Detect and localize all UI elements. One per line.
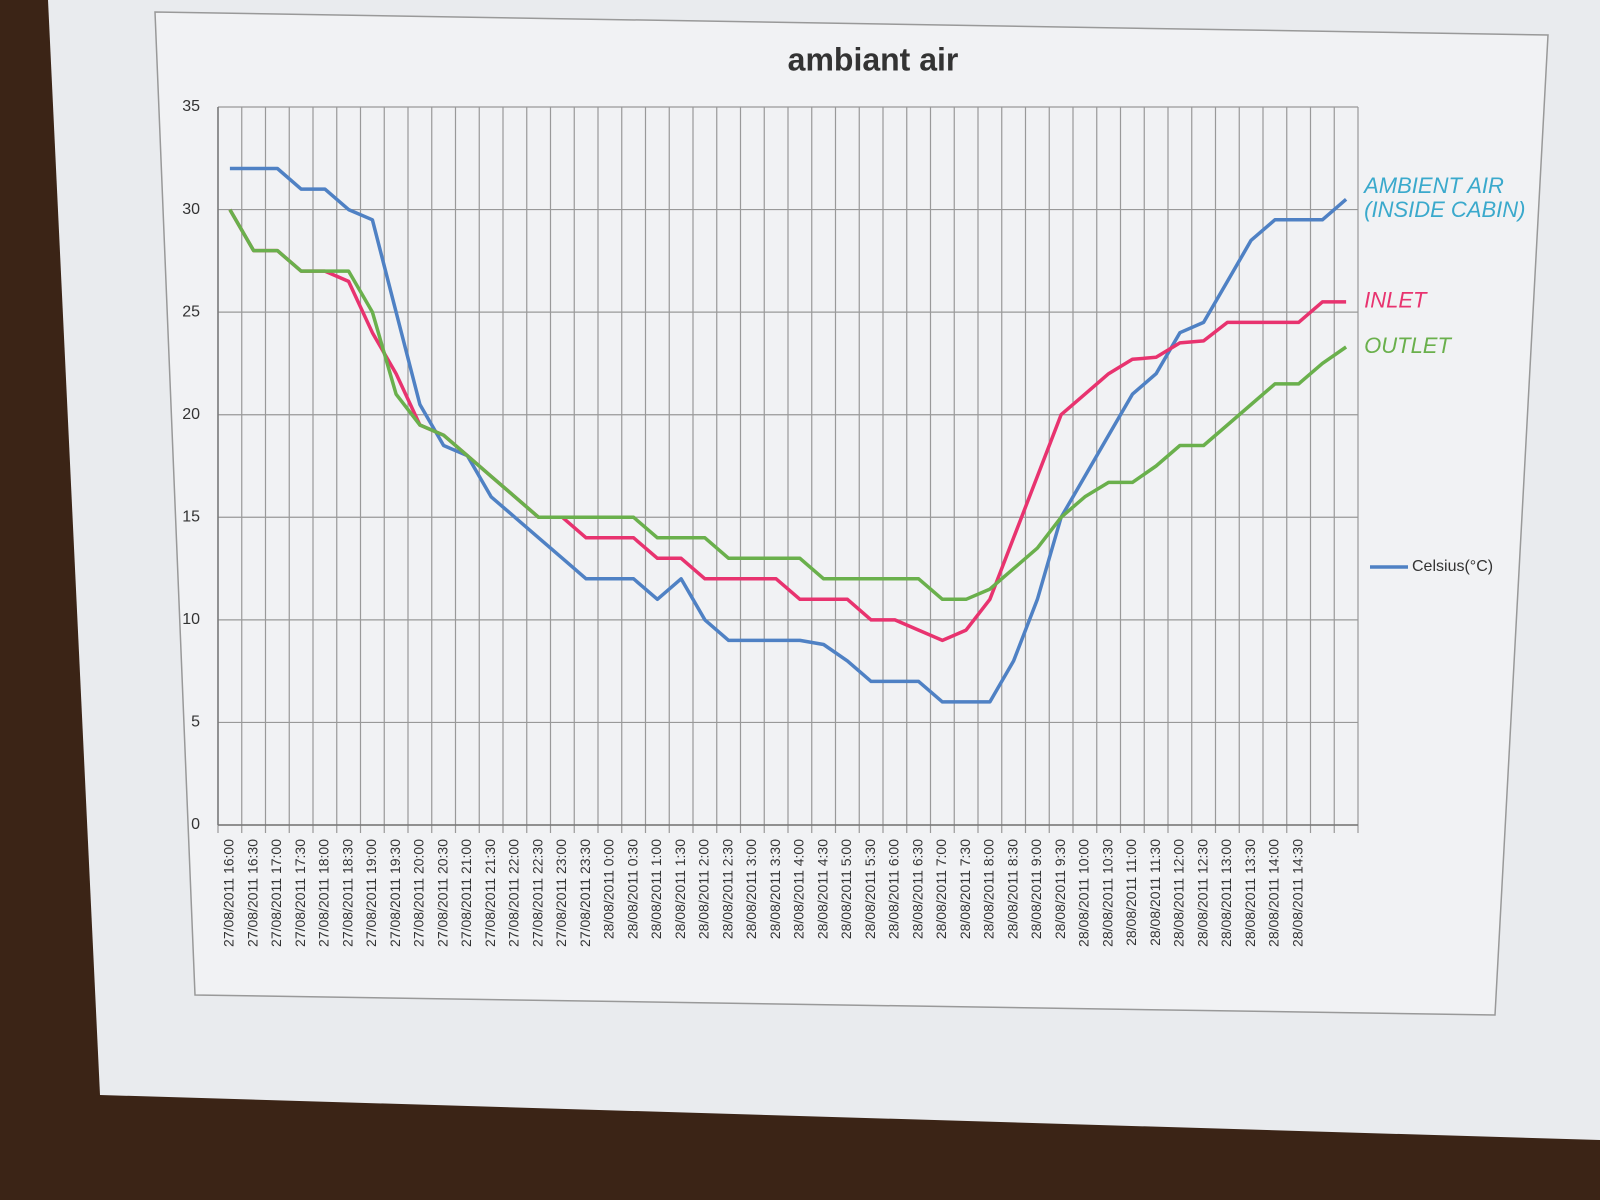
end-label: (INSIDE CABIN) [1364,197,1525,222]
x-tick-label: 28/08/2011 5:30 [862,839,878,939]
x-tick-label: 27/08/2011 16:30 [244,839,260,947]
x-tick-label: 28/08/2011 11:30 [1147,839,1163,946]
plot [228,166,1348,704]
x-tick-label: 27/08/2011 17:00 [268,839,284,947]
x-tick-label: 28/08/2011 3:30 [767,839,783,939]
x-tick-label: 28/08/2011 1:30 [672,839,688,939]
x-tick-label: 28/08/2011 14:00 [1266,839,1282,947]
x-tick-label: 28/08/2011 4:30 [814,839,830,939]
y-tick-label: 20 [182,406,200,423]
y-tick-label: 15 [182,509,200,526]
y-tick-label: 10 [182,611,200,628]
legend-label: Celsius(°C) [1412,558,1493,575]
x-tick-label: 28/08/2011 13:30 [1242,839,1258,947]
x-tick-label: 28/08/2011 2:30 [719,839,735,939]
x-tick-label: 28/08/2011 5:00 [838,839,854,939]
x-tick-label: 27/08/2011 18:00 [316,839,332,947]
end-label: OUTLET [1364,333,1452,358]
x-tick-label: 27/08/2011 21:00 [458,839,474,947]
x-tick-label: 28/08/2011 8:30 [1004,839,1020,939]
data-line [229,166,1348,704]
x-tick-label: 27/08/2011 20:00 [411,839,427,947]
data-line [228,208,1347,643]
x-tick-label: 28/08/2011 0:30 [624,839,640,939]
x-tick-label: 28/08/2011 4:00 [791,839,807,939]
x-tick-label: 28/08/2011 7:00 [933,839,949,939]
grid [217,106,1359,833]
x-tick-label: 27/08/2011 23:00 [553,839,569,947]
y-tick-label: 35 [182,98,200,115]
x-tick-label: 27/08/2011 21:30 [482,839,498,947]
y-tick-label: 30 [182,201,200,218]
x-tick-label: 27/08/2011 22:30 [529,839,545,947]
y-tick-label: 0 [191,816,200,833]
x-tick-label: 27/08/2011 18:30 [339,839,355,947]
x-tick-label: 28/08/2011 9:30 [1052,839,1068,939]
x-tick-label: 27/08/2011 22:00 [506,839,522,947]
end-label: INLET [1364,288,1428,313]
x-tick-label: 27/08/2011 20:30 [434,839,450,947]
x-tick-label: 28/08/2011 12:00 [1171,839,1187,947]
x-tick-label: 28/08/2011 13:00 [1218,839,1234,947]
y-tick-label: 25 [182,303,200,320]
chart-title: ambiant air [788,41,959,77]
x-tick-label: 27/08/2011 19:00 [363,839,379,947]
x-tick-label: 28/08/2011 2:00 [696,839,712,939]
x-tick-label: 27/08/2011 17:30 [292,839,308,947]
x-tick-label: 28/08/2011 10:30 [1099,839,1115,947]
x-tick-label: 28/08/2011 12:30 [1194,839,1210,947]
x-tick-label: 28/08/2011 14:30 [1289,839,1305,947]
data-line [228,208,1348,602]
x-tick-label: 28/08/2011 10:00 [1076,839,1092,947]
x-tick-label: 27/08/2011 19:30 [387,839,403,947]
x-tick-label: 28/08/2011 1:00 [648,839,664,939]
x-tick-label: 28/08/2011 7:30 [957,839,973,939]
x-tick-label: 27/08/2011 16:00 [221,839,237,947]
x-tick-label: 28/08/2011 3:00 [743,839,759,939]
y-tick-label: 5 [191,714,200,731]
x-tick-label: 28/08/2011 9:00 [1028,839,1044,939]
x-tick-label: 28/08/2011 6:30 [909,839,925,939]
x-tick-label: 28/08/2011 0:00 [601,839,617,939]
x-tick-label: 27/08/2011 23:30 [577,839,593,947]
x-tick-label: 28/08/2011 6:00 [886,839,902,939]
x-tick-label: 28/08/2011 11:00 [1123,839,1139,946]
end-label: AMBIENT AIR [1362,173,1504,198]
x-tick-label: 28/08/2011 8:00 [981,839,997,939]
